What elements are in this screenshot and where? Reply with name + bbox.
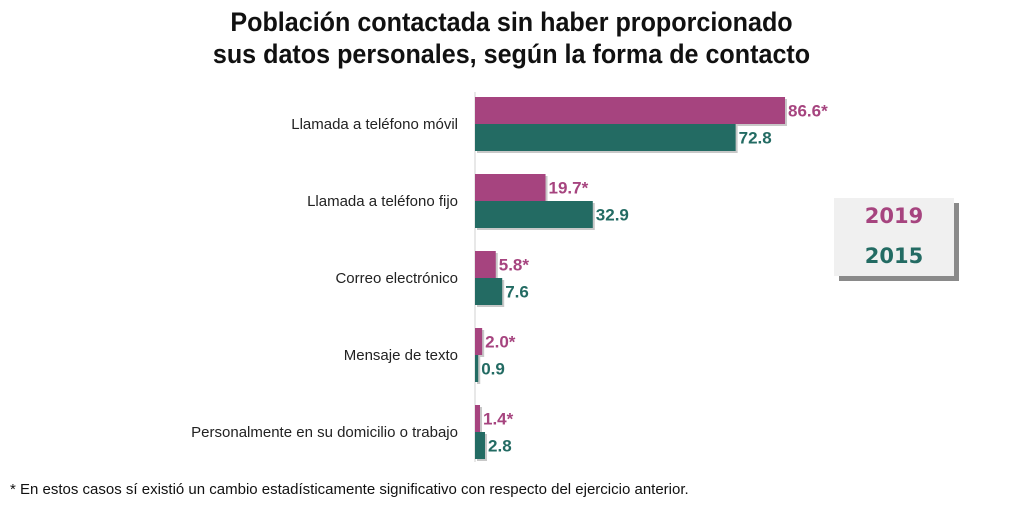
bar-shadow [477, 357, 481, 384]
data-label-2015: 72.8 [739, 129, 772, 148]
bar-2019 [475, 405, 481, 432]
data-label-2015: 2.8 [488, 437, 512, 456]
bar-2019 [475, 174, 546, 201]
legend: 2019 2015 [834, 198, 954, 276]
data-label-2015: 0.9 [481, 360, 505, 379]
legend-item-2015: 2015 [864, 244, 924, 268]
data-label-2019: 2.0* [485, 333, 516, 352]
chart-title-line-1: Población contactada sin haber proporcio… [230, 7, 793, 37]
data-label-2019: 86.6* [788, 102, 828, 121]
bar-2015 [475, 124, 736, 151]
bars-group: Llamada a teléfono móvil 86.6* 72.8 Llamada… [191, 97, 828, 461]
category-label: Llamada a teléfono móvil [291, 116, 458, 133]
bar-2019 [475, 251, 496, 278]
category-label: Correo electrónico [335, 270, 458, 287]
bar-2015 [475, 432, 486, 459]
category-label: Personalmente en su domicilio o trabajo [191, 424, 458, 441]
category-label: Llamada a teléfono fijo [307, 193, 458, 210]
bar-2015 [475, 355, 479, 382]
legend-item-2019: 2019 [864, 204, 924, 228]
footnote: * En estos casos sí existió un cambio es… [10, 481, 689, 498]
data-label-2015: 7.6 [505, 283, 529, 302]
category-label: Mensaje de texto [344, 347, 458, 364]
data-label-2019: 19.7* [549, 179, 589, 198]
chart-title: Población contactada sin haber proporcio… [0, 6, 1023, 70]
bar-2019 [475, 328, 483, 355]
data-label-2019: 5.8* [499, 256, 530, 275]
bar-2015 [475, 201, 593, 228]
chart-title-line-2: sus datos personales, según la forma de … [212, 39, 811, 69]
bar-2015 [475, 278, 503, 305]
data-label-2019: 1.4* [483, 410, 514, 429]
data-label-2015: 32.9 [596, 206, 629, 225]
bar-2019 [475, 97, 786, 124]
